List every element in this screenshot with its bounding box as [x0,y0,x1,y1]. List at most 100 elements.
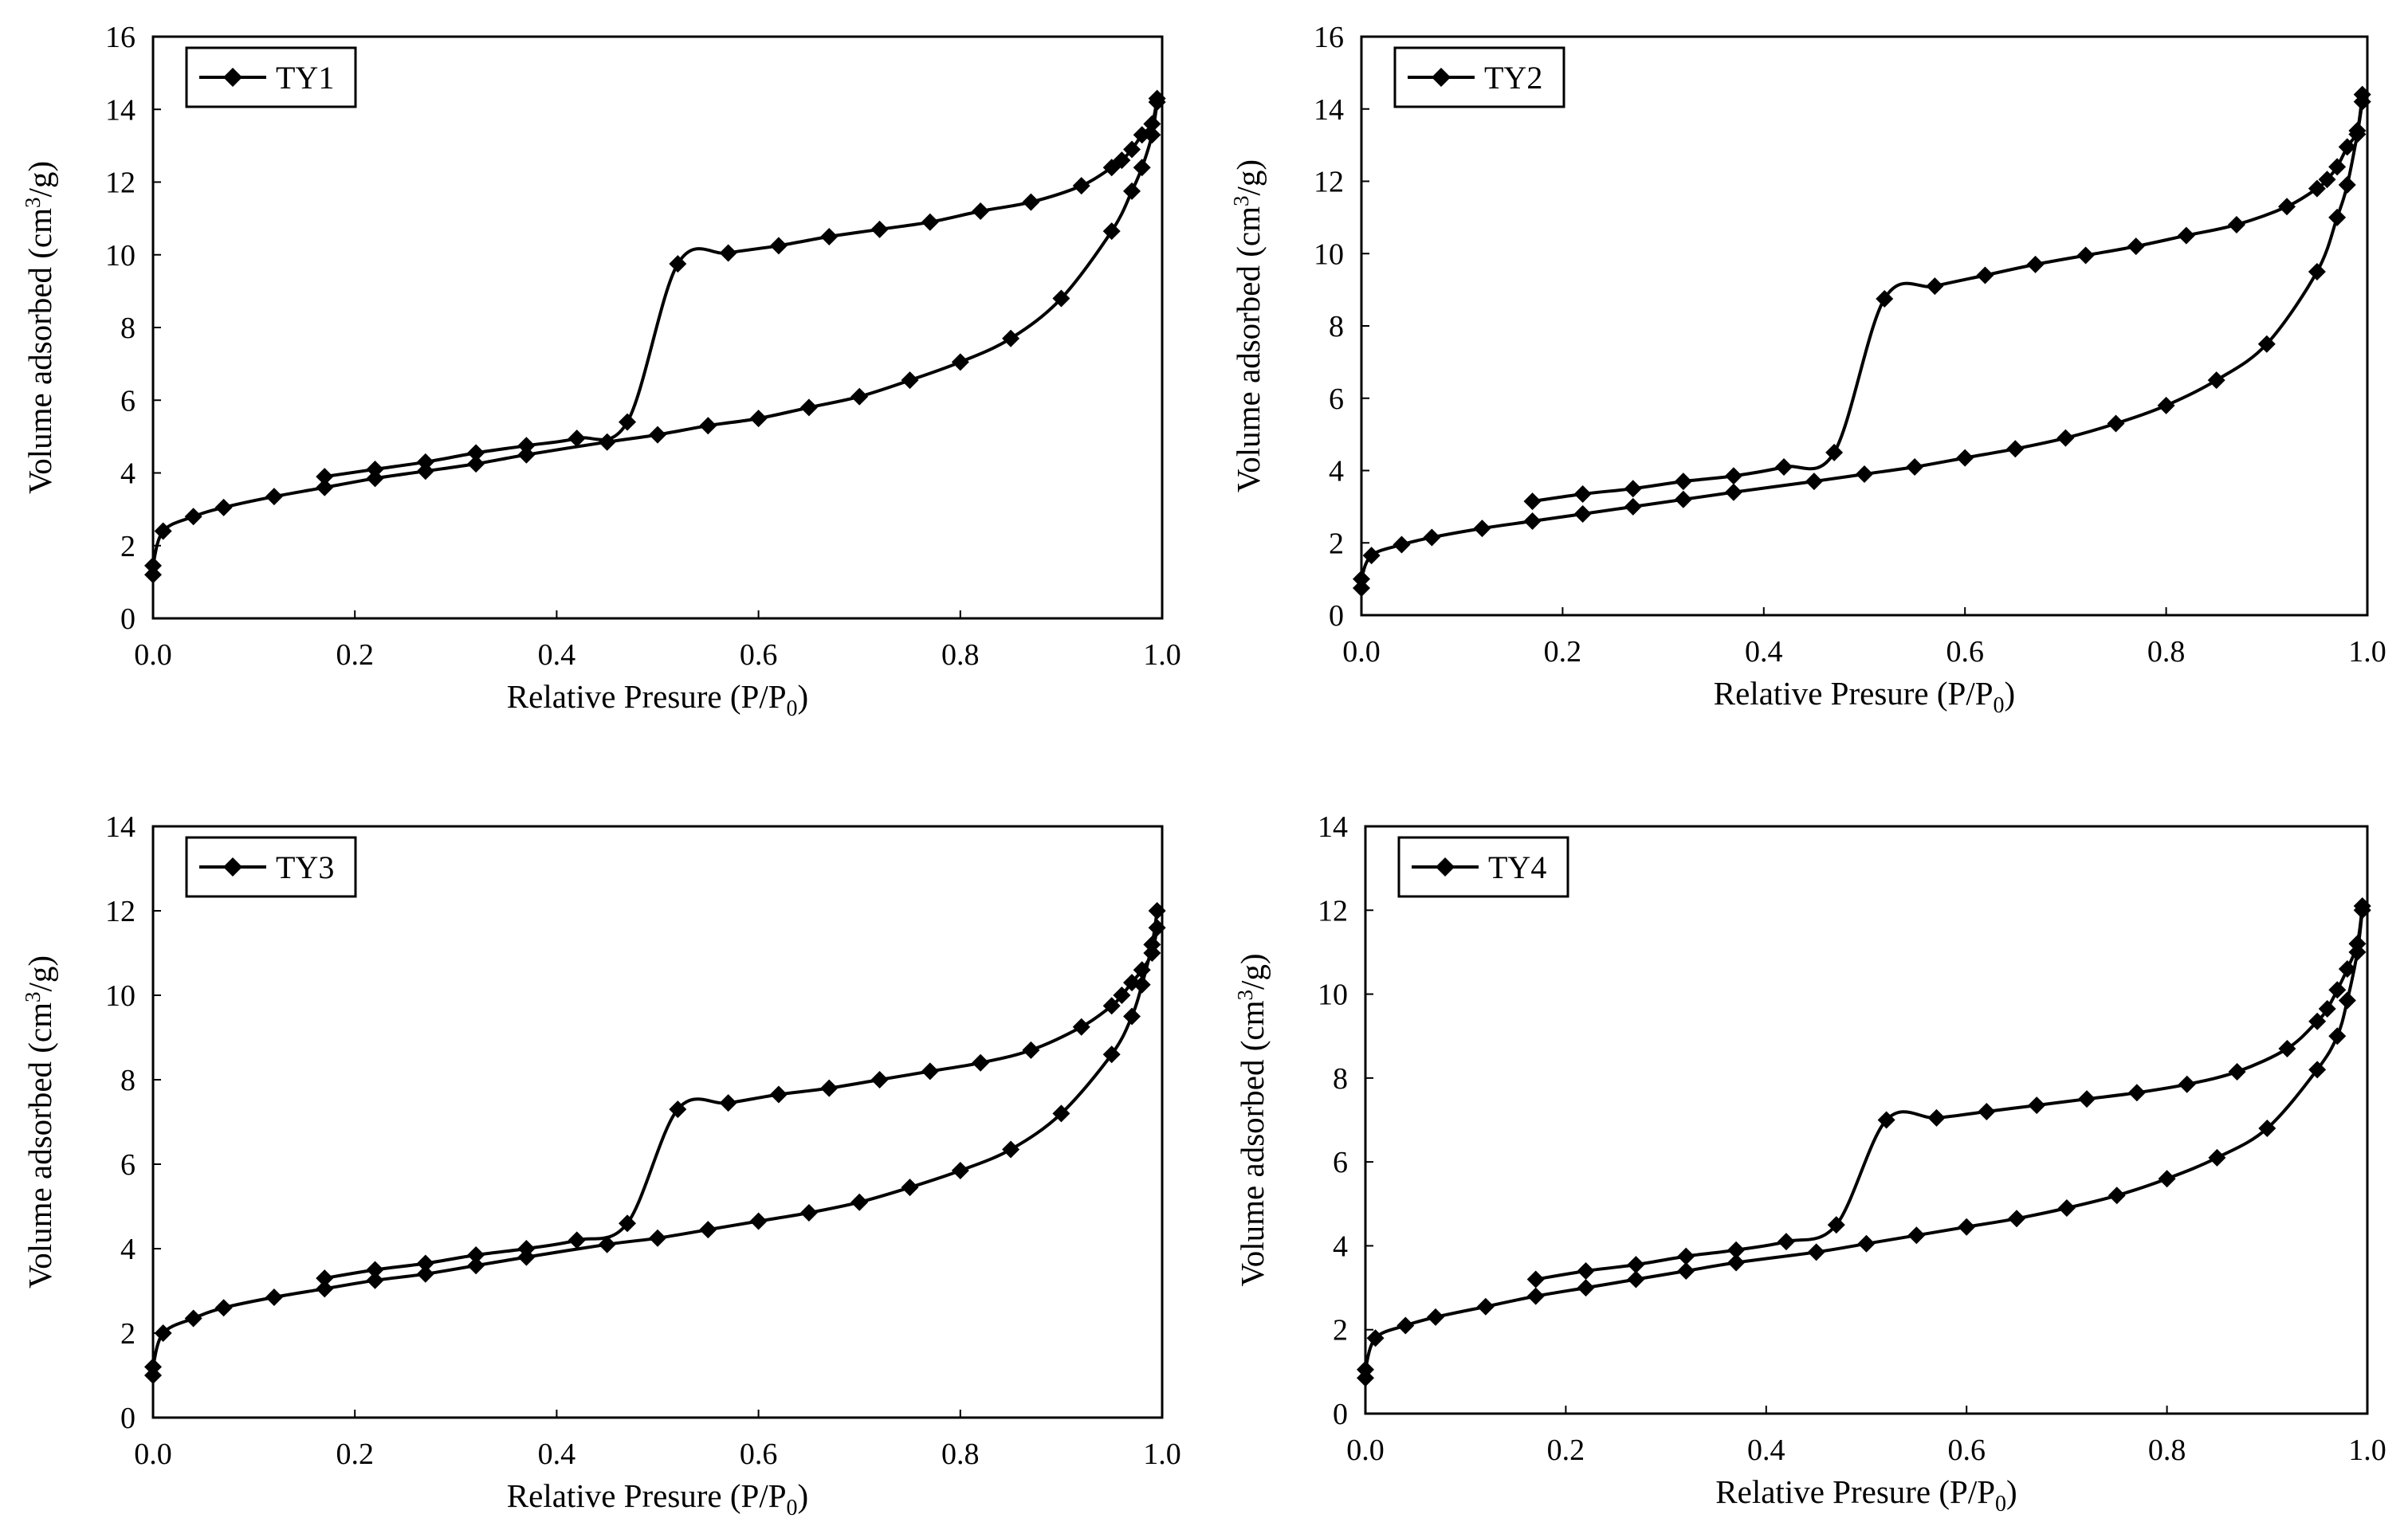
data-point-desorption [568,1231,586,1249]
data-point-desorption [517,1240,536,1257]
data-point-desorption [1133,126,1151,144]
legend-marker [1436,857,1455,877]
data-point-adsorption [366,1271,384,1289]
y-tick-label: 4 [1329,455,1344,488]
y-tick-label: 8 [120,312,136,345]
data-point-adsorption [2057,1199,2076,1218]
data-point-adsorption [1002,329,1020,347]
y-tick-label: 6 [120,1148,136,1182]
data-point-desorption [2177,226,2195,245]
data-point-adsorption [1102,1045,1121,1064]
data-point-desorption [1825,443,1844,461]
data-point-desorption [467,1245,485,1264]
data-point-desorption [1143,115,1161,133]
data-point-desorption [366,460,384,478]
y-tick-label: 10 [105,979,136,1013]
data-point-adsorption [316,478,334,496]
data-point-desorption [1976,266,1994,284]
x-tick-label: 0.8 [941,1438,980,1471]
x-tick-label: 0.2 [336,1438,374,1471]
x-tick-label: 0.8 [2147,635,2186,669]
y-tick-label: 12 [105,167,136,200]
x-tick-label: 0.4 [1747,1434,1785,1467]
plot-frame [151,825,1164,1419]
data-point-adsorption [316,1280,334,1298]
y-tick-label: 12 [1314,166,1344,199]
data-point-desorption [1573,484,1592,503]
legend: TY4 [1397,836,1569,898]
data-point-desorption [769,237,788,255]
series-line-adsorption [151,100,1159,577]
data-point-desorption [669,255,687,273]
data-point-adsorption [2157,396,2175,414]
data-point-desorption [316,468,334,486]
data-point-adsorption [1727,1253,1746,1272]
x-tick-label: 0.6 [1947,1434,1986,1467]
x-axis-label: Relative Presure (P/P0) [507,678,808,721]
data-point-desorption [1148,89,1166,108]
data-point-adsorption [1426,1308,1444,1326]
data-point-adsorption [699,417,717,435]
data-point-desorption [1123,974,1141,992]
data-point-desorption [1724,467,1742,485]
legend-marker [223,68,242,87]
data-point-desorption [669,1100,687,1119]
data-point-desorption [1624,480,1642,498]
data-point-adsorption [467,1257,485,1275]
x-axis-label-sub: 0 [787,696,798,721]
data-point-adsorption [2158,1170,2176,1188]
x-tick-label: 0.6 [1946,635,1984,669]
data-point-desorption [467,444,485,462]
data-point-desorption [2127,1084,2146,1102]
y-axis-label-sup: 3 [1229,195,1253,206]
data-point-desorption [1775,457,1793,476]
series-line-adsorption [1363,908,2364,1380]
legend-label: TY2 [1484,60,1542,96]
chart-panel-ty1: 0 2 4 6 8 10 12 14 16 0.0 0.2 0.4 0.6 0.8 1.0 Relative … [21,21,1181,721]
data-point-adsorption [1856,465,1873,484]
x-axis-label-end: ) [2005,675,2016,712]
data-point-desorption [820,1079,839,1097]
data-point-adsorption [1627,1270,1645,1289]
y-axis-label-text: Volume adsorbed (cm [22,208,58,494]
data-point-adsorption [144,1358,162,1376]
y-axis-label-end: /g) [1230,159,1267,196]
y-tick-label: 2 [1329,527,1344,560]
data-point-desorption [1727,1241,1746,1259]
data-point-desorption [1022,193,1040,211]
legend-marker [223,857,242,877]
data-point-desorption [1877,1111,1895,1129]
y-tick-label: 8 [1333,1062,1348,1096]
data-point-desorption [1927,1108,1946,1127]
data-point-adsorption [1526,1287,1545,1305]
data-point-adsorption [1366,1329,1385,1347]
data-point-adsorption [1353,570,1370,588]
data-point-adsorption [649,426,666,444]
data-point-desorption [870,1071,889,1088]
data-point-adsorption [749,1212,768,1230]
y-axis-label: Volume adsorbed (cm3/g) [21,161,58,494]
data-point-desorption [2353,897,2371,916]
x-tick-label: 0.0 [134,1438,172,1471]
data-point-adsorption [1052,289,1070,308]
series-line-adsorption [1359,100,2364,590]
y-axis-label-sup: 3 [21,197,45,208]
x-tick-label: 0.4 [1745,635,1783,669]
x-tick-label: 1.0 [2348,635,2386,669]
data-point-adsorption [1362,547,1381,565]
data-point-desorption [619,1214,637,1233]
data-point-adsorption [649,1229,666,1247]
legend-label: TY3 [276,849,334,885]
y-tick-label: 8 [120,1064,136,1097]
data-point-desorption [1123,140,1141,159]
data-point-adsorption [467,455,485,473]
data-point-desorption [719,1094,737,1112]
x-axis-label: Relative Presure (P/P0) [1715,1473,2017,1516]
data-point-desorption [316,1269,334,1288]
data-point-desorption [2076,246,2095,265]
data-point-adsorption [416,1265,434,1283]
data-point-adsorption [214,1299,233,1317]
data-point-desorption [1674,473,1692,491]
y-tick-label: 6 [1329,382,1344,416]
